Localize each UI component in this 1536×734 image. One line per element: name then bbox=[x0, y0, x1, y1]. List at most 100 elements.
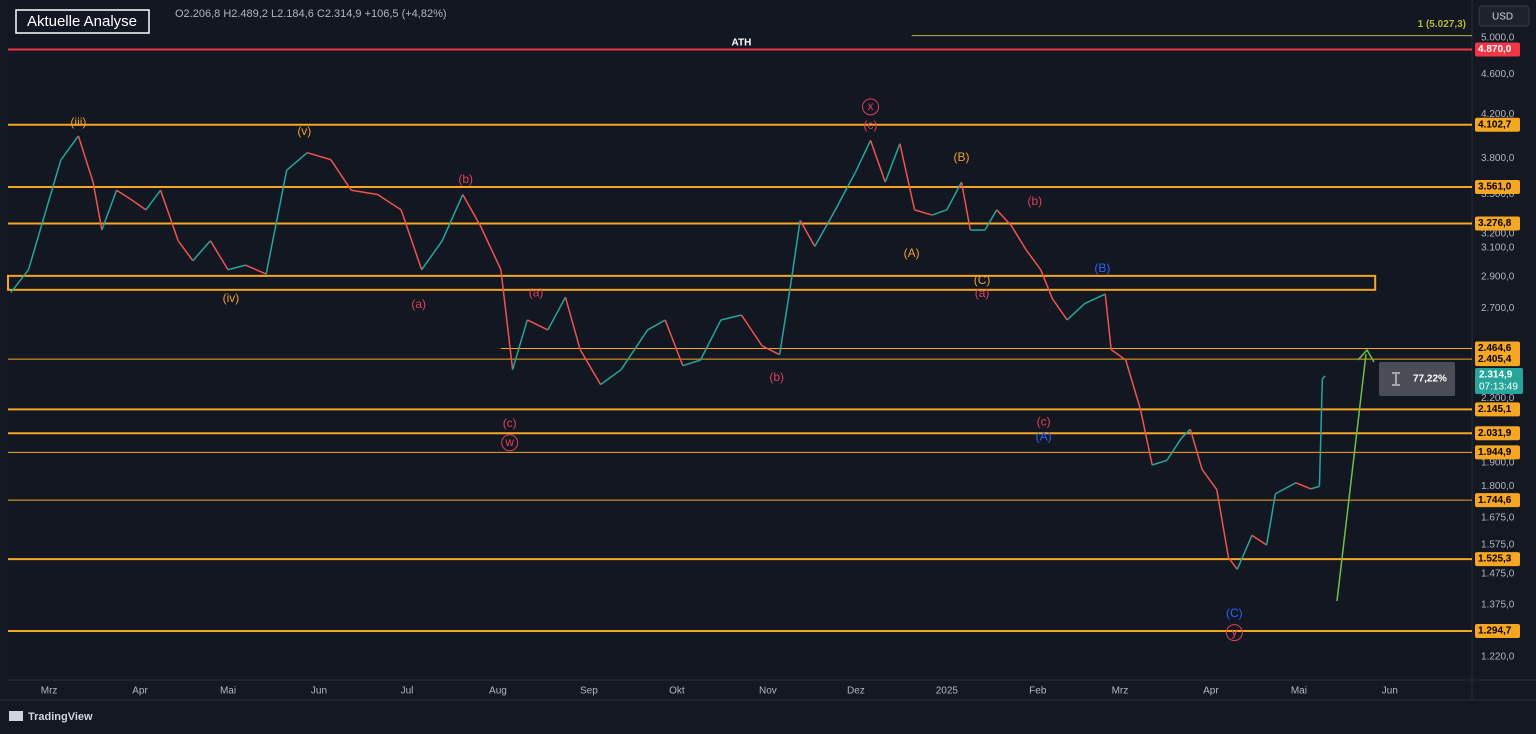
annotation-circle bbox=[501, 434, 519, 452]
price-segment bbox=[1310, 485, 1320, 490]
level-label: 3.276,8 bbox=[1478, 218, 1512, 229]
currency-box[interactable] bbox=[1478, 5, 1530, 27]
annotation: (C) bbox=[974, 273, 991, 287]
level-label: 2.031,9 bbox=[1478, 428, 1512, 439]
price-segment bbox=[1040, 269, 1054, 300]
price-segment bbox=[799, 219, 816, 247]
annotation: (v) bbox=[297, 124, 311, 138]
price-segment bbox=[1151, 459, 1168, 466]
x-tick-label: Mrz bbox=[41, 686, 58, 697]
y-tick-label: 3.500,0 bbox=[1481, 189, 1515, 200]
price-segment bbox=[869, 140, 886, 183]
level-tag bbox=[1475, 552, 1520, 567]
price-segment bbox=[884, 143, 901, 183]
annotation: x bbox=[868, 99, 874, 113]
y-tick-label: 3.200,0 bbox=[1481, 229, 1515, 240]
measure-icon bbox=[1392, 372, 1400, 386]
fib-label: 1 (5.027,3) bbox=[1418, 19, 1466, 30]
price-segment bbox=[1189, 429, 1203, 470]
y-tick-label: 2.700,0 bbox=[1481, 303, 1515, 314]
projection-arrow bbox=[1336, 353, 1367, 602]
price-segment bbox=[960, 182, 972, 231]
price-segment bbox=[914, 209, 933, 216]
x-tick-label: Feb bbox=[1029, 686, 1047, 697]
annotation: (c) bbox=[864, 118, 878, 132]
y-tick-label: 4.200,0 bbox=[1481, 109, 1515, 120]
price-segment bbox=[547, 296, 567, 331]
annotation: (A) bbox=[904, 246, 920, 260]
annotation: w bbox=[504, 435, 514, 449]
price-segment bbox=[647, 319, 666, 331]
y-tick-label: 1.475,0 bbox=[1481, 568, 1515, 579]
price-segment bbox=[984, 209, 998, 231]
annotation: (A) bbox=[1036, 429, 1052, 443]
zone bbox=[7, 274, 1377, 291]
annotation: (b) bbox=[769, 370, 784, 384]
y-tick-label: 1.220,0 bbox=[1481, 652, 1515, 663]
level-label: 1.294,7 bbox=[1478, 626, 1512, 637]
y-tick-label: 1.800,0 bbox=[1481, 481, 1515, 492]
price-segment bbox=[699, 319, 722, 361]
price-segment bbox=[682, 359, 701, 367]
level-tag bbox=[1475, 117, 1520, 132]
x-tick-label: Mai bbox=[1291, 686, 1307, 697]
annotation-circle bbox=[862, 98, 880, 116]
price-segment bbox=[1025, 249, 1042, 271]
measure-label: 77,22% bbox=[1413, 374, 1447, 385]
price-segment bbox=[116, 189, 132, 201]
annotation: (b) bbox=[1028, 194, 1043, 208]
y-tick-label: 1.375,0 bbox=[1481, 599, 1515, 610]
level-label: 1.944,9 bbox=[1478, 447, 1512, 458]
level-label: 3.561,0 bbox=[1478, 182, 1512, 193]
price-segment bbox=[664, 319, 684, 366]
level-tag bbox=[1475, 42, 1520, 57]
price-segment bbox=[740, 314, 763, 347]
currency[interactable]: USD bbox=[1492, 12, 1513, 23]
annotation: ATH bbox=[732, 38, 752, 49]
price-segment bbox=[45, 159, 62, 211]
price-segment bbox=[720, 314, 742, 321]
price-segment bbox=[227, 264, 246, 271]
price-segment bbox=[421, 240, 443, 271]
price-tag bbox=[1475, 367, 1523, 394]
level-label: 4.102,7 bbox=[1478, 119, 1512, 130]
price-segment bbox=[1295, 482, 1311, 490]
price-segment bbox=[996, 209, 1012, 227]
price-segment bbox=[855, 140, 872, 172]
badge: Aktuelle Analyse bbox=[27, 13, 137, 30]
price-segment bbox=[834, 170, 857, 211]
y-tick-label: 1.900,0 bbox=[1481, 457, 1515, 468]
projection-arrowhead bbox=[1357, 348, 1375, 363]
x-tick-label: Okt bbox=[669, 686, 685, 697]
price-segment bbox=[761, 345, 780, 356]
ohlc: O2.206,8 H2.489,2 L2.184,6 C2.314,9 +106… bbox=[175, 8, 447, 20]
price-segment bbox=[778, 279, 793, 355]
price-segment bbox=[351, 189, 378, 196]
measure-box bbox=[1379, 362, 1455, 396]
price-segment bbox=[1236, 535, 1253, 570]
price-segment bbox=[286, 152, 308, 171]
y-tick-label: 3.800,0 bbox=[1481, 153, 1515, 164]
level-label: 2.405,4 bbox=[1478, 354, 1512, 365]
price-segment bbox=[1216, 489, 1230, 558]
price-segment bbox=[1275, 482, 1297, 495]
price-segment bbox=[330, 159, 352, 191]
annotation: (B) bbox=[1094, 261, 1110, 275]
price-segment bbox=[790, 220, 801, 281]
y-tick-label: 1.675,0 bbox=[1481, 513, 1515, 524]
x-tick-label: Apr bbox=[132, 686, 148, 697]
level-tag bbox=[1475, 352, 1520, 367]
annotation: (c) bbox=[1037, 414, 1051, 428]
annotation: (C) bbox=[1226, 606, 1243, 620]
price-segment bbox=[1125, 359, 1142, 410]
x-tick-label: Sep bbox=[580, 686, 598, 697]
layer: 5.000,0 4.600,0 4.200,0 3.800,0 3.500,0 3.200… bbox=[7, 19, 1520, 697]
annotation: (iii) bbox=[70, 115, 86, 129]
price-segment bbox=[1227, 557, 1238, 570]
annotation: (iv) bbox=[223, 291, 240, 305]
price-segment bbox=[60, 135, 80, 161]
price-segment bbox=[1139, 409, 1153, 466]
x-tick-label: Jun bbox=[311, 686, 327, 697]
